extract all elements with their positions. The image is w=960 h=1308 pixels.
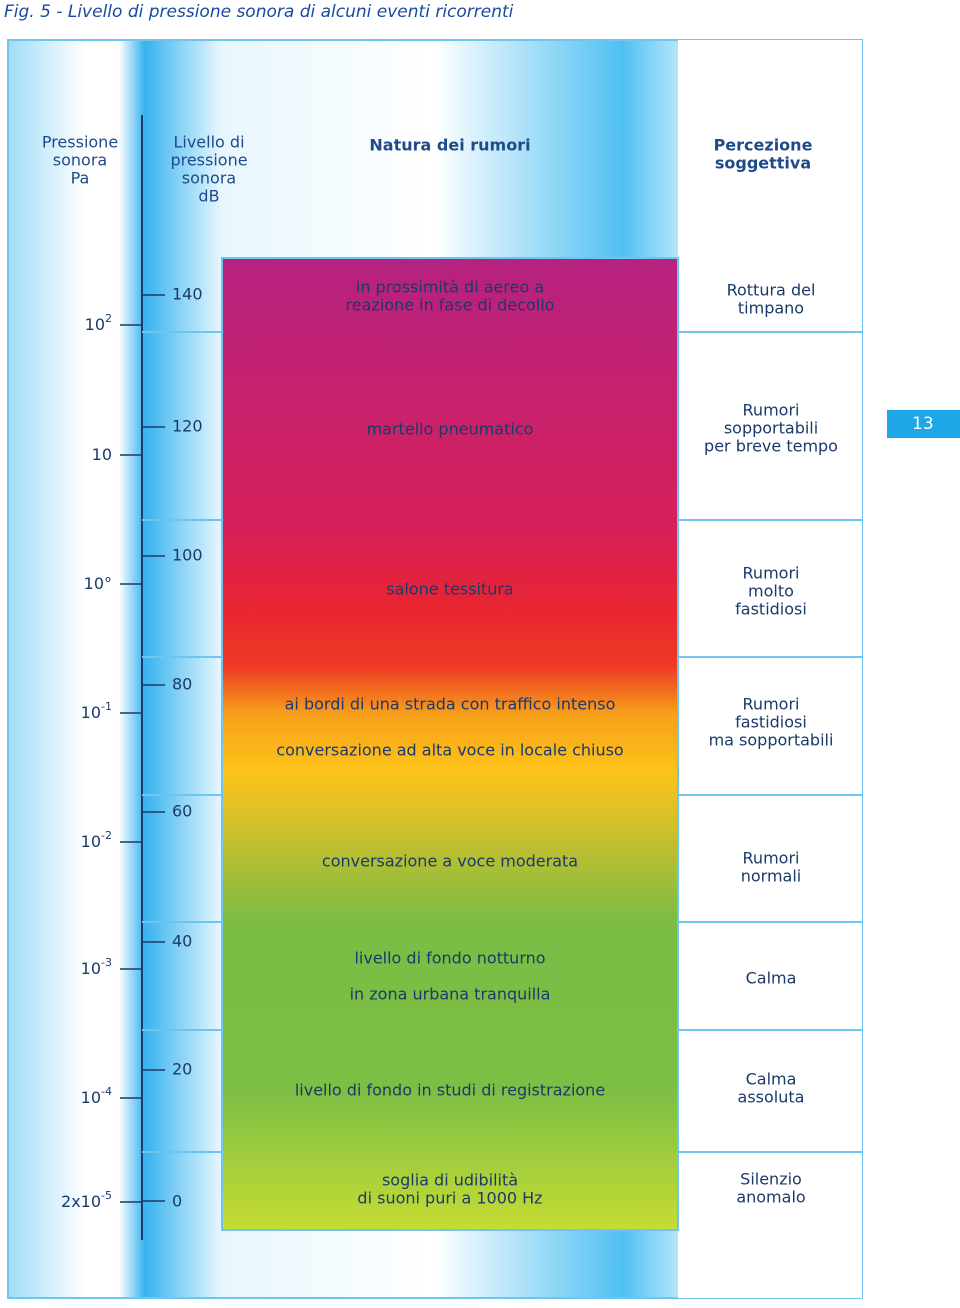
pa-value: 2x10-5 (61, 1189, 112, 1211)
column-header: Pa (71, 169, 90, 188)
column-header: Percezione (714, 136, 813, 155)
perception: per breve tempo (704, 437, 838, 456)
perception-column (678, 40, 862, 1298)
pa-base: 10 (85, 315, 105, 334)
db-value: 120 (172, 417, 203, 436)
page-number: 13 (912, 414, 934, 434)
pa-base: 10 (92, 445, 112, 464)
pa-base: 10° (84, 574, 112, 593)
pa-exponent: -2 (101, 829, 112, 842)
db-value: 80 (172, 675, 192, 694)
perception: ma sopportabili (709, 731, 834, 750)
perception: Rumori (743, 401, 800, 420)
pa-exponent: 2 (105, 312, 112, 325)
perception: Calma (746, 969, 797, 988)
column-header: soggettiva (715, 154, 811, 173)
db-value: 140 (172, 285, 203, 304)
pa-base: 2x10 (61, 1192, 101, 1211)
pa-base: 10 (81, 1088, 101, 1107)
db-value: 40 (172, 932, 192, 951)
noise-source: di suoni puri a 1000 Hz (357, 1189, 542, 1208)
column-header: sonora (182, 169, 236, 188)
noise-source: ai bordi di una strada con traffico inte… (285, 695, 616, 714)
perception: sopportabili (724, 419, 818, 438)
perception: fastidiosi (735, 600, 807, 619)
pa-exponent: -3 (101, 956, 112, 969)
pa-base: 10 (81, 703, 101, 722)
pa-value: 10-2 (81, 829, 112, 851)
column-header: pressione (170, 151, 247, 170)
perception: timpano (738, 299, 804, 318)
perception: Rottura del (727, 281, 816, 300)
perception: Rumori (743, 564, 800, 583)
pa-value: 10-3 (81, 956, 112, 978)
perception: normali (741, 867, 802, 886)
noise-source: conversazione ad alta voce in locale chi… (276, 741, 623, 760)
pa-exponent: -4 (101, 1085, 112, 1098)
column-header: Pressione (42, 133, 118, 152)
db-value: 0 (172, 1192, 182, 1211)
pa-base: 10 (81, 959, 101, 978)
noise-source: livello di fondo notturno (354, 949, 545, 968)
db-value: 100 (172, 546, 203, 565)
pa-exponent: -5 (101, 1189, 112, 1202)
perception: fastidiosi (735, 713, 807, 732)
pa-value: 10-1 (81, 700, 112, 722)
pa-value: 102 (85, 312, 112, 334)
perception: Rumori (743, 695, 800, 714)
column-header: sonora (53, 151, 107, 170)
noise-source: conversazione a voce moderata (322, 852, 578, 871)
db-value: 20 (172, 1060, 192, 1079)
perception: Rumori (743, 849, 800, 868)
noise-scale (221, 257, 679, 1231)
perception: Silenzio (740, 1170, 802, 1189)
noise-source: livello di fondo in studi di registrazio… (295, 1081, 605, 1100)
noise-source: in zona urbana tranquilla (350, 985, 551, 1004)
db-value: 60 (172, 802, 192, 821)
noise-source: martello pneumatico (367, 420, 534, 439)
perception: Calma (746, 1070, 797, 1089)
pa-value: 10-4 (81, 1085, 112, 1107)
perception: anomalo (736, 1188, 805, 1207)
pa-value: 10 (92, 445, 112, 464)
noise-source: in prossimità di aereo a (356, 278, 544, 297)
noise-source: soglia di udibilità (382, 1171, 518, 1190)
noise-source: salone tessitura (386, 580, 513, 599)
title: Fig. 5 - Livello di pressione sonora di … (4, 2, 514, 22)
column-header: Natura dei rumori (369, 136, 530, 155)
pa-value: 10° (84, 574, 112, 593)
perception: assoluta (738, 1088, 805, 1107)
pa-base: 10 (81, 832, 101, 851)
noise-source: reazione in fase di decollo (346, 296, 555, 315)
pa-exponent: -1 (101, 700, 112, 713)
column-header: Livello di (173, 133, 244, 152)
page-tab (887, 410, 960, 438)
column-header: dB (198, 187, 219, 206)
perception: molto (748, 582, 794, 601)
